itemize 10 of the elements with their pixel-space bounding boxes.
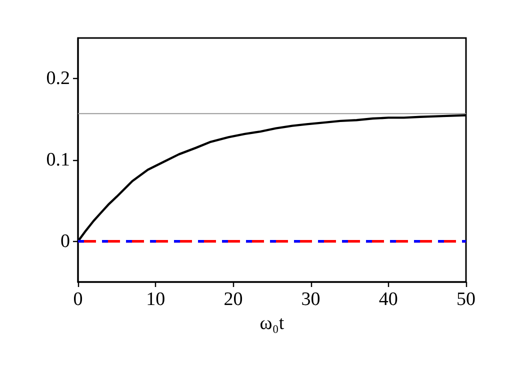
y-tick-label: 0.2 <box>46 68 70 90</box>
x-tick-label: 10 <box>146 289 166 310</box>
y-tick-label: 0 <box>60 230 70 252</box>
x-tick-label: 50 <box>456 289 476 310</box>
x-tick-label: 30 <box>301 289 320 310</box>
x-tick-label: 40 <box>378 289 398 310</box>
x-tick-label: 20 <box>224 289 243 310</box>
x-tick-label: 0 <box>73 289 83 310</box>
x-axis-title: ω₀t <box>260 312 285 334</box>
y-tick-label: 0.1 <box>46 150 70 170</box>
